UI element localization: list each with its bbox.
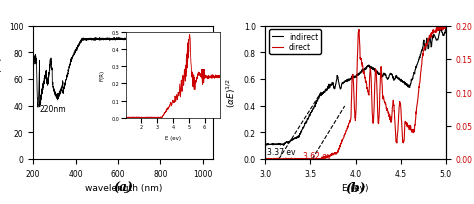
X-axis label: E (ev): E (ev) <box>342 183 369 192</box>
Y-axis label: F(R): F(R) <box>100 70 105 81</box>
Text: 857nm: 857nm <box>164 38 191 47</box>
Text: 220nm: 220nm <box>40 104 66 113</box>
Text: 3.62 ev: 3.62 ev <box>303 151 332 160</box>
X-axis label: wavelength (nm): wavelength (nm) <box>84 183 162 192</box>
Text: 942nm: 942nm <box>175 55 202 64</box>
Title: (b): (b) <box>345 181 366 194</box>
Text: 3.37 ev: 3.37 ev <box>267 147 296 156</box>
X-axis label: E (ev): E (ev) <box>165 135 181 140</box>
Legend: indirect, direct: indirect, direct <box>269 30 321 54</box>
Y-axis label: $(\alpha E)^{1/2}$: $(\alpha E)^{1/2}$ <box>225 78 238 108</box>
Title: (a): (a) <box>113 181 133 194</box>
Y-axis label: Reflectance (%): Reflectance (%) <box>0 57 3 129</box>
